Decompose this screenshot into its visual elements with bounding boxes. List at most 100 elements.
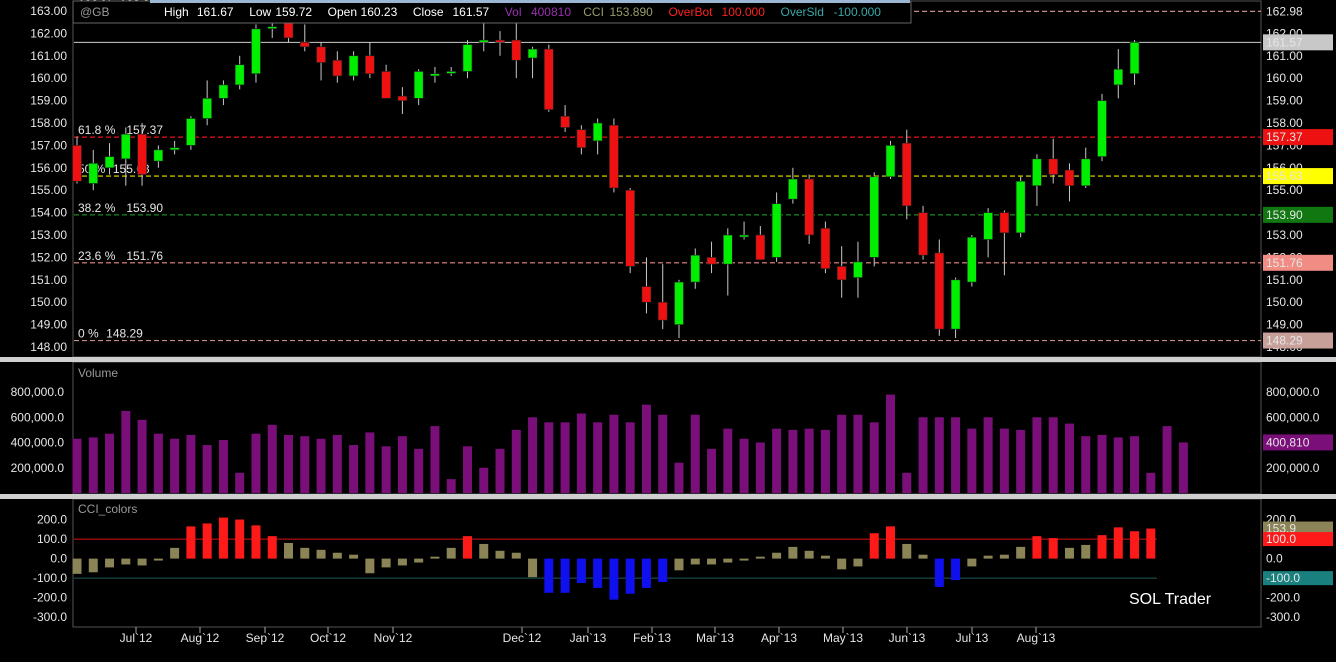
volume-tick-right: 200,000.0 — [1266, 461, 1320, 475]
x-tick-label: Aug`13 — [1017, 631, 1056, 645]
candle-body — [251, 28, 261, 74]
candle-body — [1048, 158, 1058, 175]
price-panel[interactable] — [72, 0, 1262, 358]
x-tick-label: Oct`12 — [310, 631, 346, 645]
volume-bar — [267, 424, 277, 493]
candle-body — [1032, 158, 1042, 187]
candle-body — [950, 279, 961, 330]
cci-bar — [202, 523, 212, 559]
fib-price-tag-text: 153.90 — [1266, 208, 1303, 222]
candle-body — [967, 236, 977, 283]
fib-value: 148.29 — [106, 327, 143, 341]
volume-tick-right: 600,000.0 — [1266, 410, 1320, 424]
x-tick-label: Nov`12 — [374, 631, 413, 645]
volume-bar — [446, 479, 456, 493]
volume-bar — [479, 467, 489, 493]
fib-price-tag-text: 151.76 — [1266, 256, 1303, 270]
header-label: CCI — [583, 5, 604, 19]
cci-marker-tag — [1263, 521, 1333, 536]
price-tick-left: 159.00 — [30, 94, 67, 108]
cci-bar — [1113, 527, 1123, 559]
header-value: 161.57 — [452, 5, 489, 19]
fib-value: 151.76 — [126, 249, 163, 263]
cci-bar — [560, 558, 570, 593]
x-tick-label: Feb`13 — [633, 631, 671, 645]
cci-bar — [251, 525, 261, 559]
cci-bar — [886, 526, 895, 559]
cci-bar — [674, 558, 684, 571]
volume-bar — [235, 472, 245, 493]
volume-bar — [820, 429, 830, 493]
volume-tick-left: 400,000.0 — [11, 436, 65, 450]
fib-price-tag — [1263, 332, 1333, 349]
cci-bar — [414, 558, 424, 563]
cci-tick-left: -100.0 — [33, 571, 67, 585]
cci-bar — [641, 558, 651, 588]
volume-bar — [1113, 437, 1123, 493]
volume-bar — [202, 445, 212, 493]
cci-marker-text: 153.9 — [1266, 522, 1296, 536]
cci-bar — [1146, 528, 1156, 559]
candle-body — [1113, 68, 1124, 86]
volume-bar — [544, 422, 554, 493]
fib-price-tag — [1263, 129, 1333, 146]
x-tick-label: Aug`12 — [181, 631, 220, 645]
cci-layer: 200.0200.0100.0100.00.00.0-100.0-100.0-2… — [33, 513, 1333, 624]
cci-bar — [121, 558, 131, 565]
header-label: Low — [249, 5, 271, 19]
candle-body — [706, 257, 717, 265]
candle-body — [560, 115, 570, 128]
volume-bar — [397, 436, 407, 493]
volume-bar — [218, 439, 228, 493]
cci-tick-left: 0.0 — [50, 552, 67, 566]
volume-bar — [658, 414, 668, 493]
candle-body — [527, 48, 538, 59]
volume-bar — [609, 414, 619, 493]
cci-bar — [218, 517, 228, 559]
volume-bar — [316, 438, 326, 493]
price-tick-left: 148.00 — [30, 340, 67, 354]
candle-body — [641, 286, 652, 303]
candle-body — [755, 234, 766, 260]
volume-bar — [365, 432, 375, 493]
volume-bar — [723, 428, 733, 493]
x-tick-label: Jan`13 — [570, 631, 607, 645]
header-items: High 161.67 Low 159.72 Open 160.23 Close 161.57… — [164, 5, 881, 19]
volume-bar — [1016, 429, 1026, 493]
volume-bar — [381, 446, 391, 493]
candle-body — [478, 39, 489, 43]
cci-bar — [153, 558, 163, 561]
candle-body — [674, 281, 684, 325]
cci-bar — [446, 547, 456, 559]
panel-separator[interactable] — [0, 357, 1336, 362]
cci-bar — [593, 558, 603, 588]
volume-bar — [625, 422, 635, 493]
candle-body — [186, 118, 196, 146]
candle-body — [901, 142, 912, 207]
volume-bar — [755, 442, 765, 493]
volume-bar — [886, 394, 895, 493]
candle-body — [88, 163, 99, 184]
cci-bar — [707, 558, 717, 565]
volume-bar — [1178, 442, 1188, 493]
volume-bar — [251, 433, 261, 493]
price-tick-right: 149.00 — [1266, 318, 1303, 332]
volume-bar — [332, 434, 342, 493]
volume-bar — [1032, 417, 1042, 493]
price-tick-right: 158.00 — [1266, 116, 1303, 130]
volume-bar — [186, 434, 196, 493]
cci-bar — [1032, 536, 1042, 559]
cci-bar — [267, 536, 277, 559]
header-label: High — [164, 5, 189, 19]
cci-bar — [170, 547, 180, 559]
cci-bar — [105, 558, 115, 568]
header-label: Open — [328, 5, 357, 19]
volume-bar — [902, 472, 912, 493]
candle-body — [625, 189, 635, 267]
volume-bar — [593, 422, 603, 493]
volume-bar — [967, 428, 977, 493]
price-tick-left: 155.00 — [30, 183, 67, 197]
volume-bar — [137, 419, 147, 493]
panel-separator[interactable] — [0, 494, 1336, 499]
cci-bar — [853, 558, 863, 567]
